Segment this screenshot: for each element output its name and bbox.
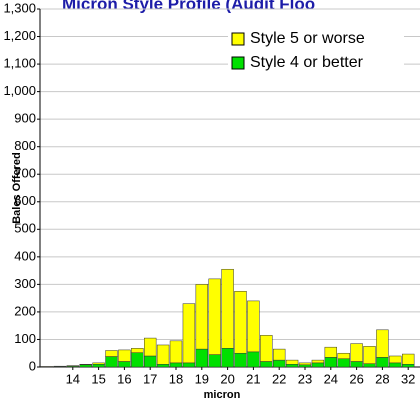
- bar-segment: [195, 284, 209, 350]
- bar-segment: [350, 361, 363, 368]
- bar-segment: [92, 362, 105, 365]
- y-tick-label: 1,200: [3, 28, 36, 43]
- bar-segment: [402, 353, 415, 365]
- bar-segment: [144, 337, 157, 357]
- x-tick-label: 21: [246, 371, 260, 386]
- bar-segment: [66, 365, 79, 367]
- x-tick-label: 14: [66, 371, 80, 386]
- bar-segment: [285, 359, 299, 365]
- legend-label: Style 4 or better: [250, 54, 364, 71]
- y-tick-label: 700: [14, 166, 36, 181]
- bar-segment: [79, 363, 92, 366]
- bar-segment: [208, 278, 221, 355]
- y-tick-label: 0: [29, 358, 36, 373]
- x-tick-label: 15: [91, 371, 105, 386]
- bar-segment: [156, 363, 170, 368]
- bar-segment: [260, 335, 273, 362]
- y-tick-label: 900: [14, 111, 36, 126]
- bar-segment: [182, 362, 196, 368]
- bar-segment: [195, 348, 209, 368]
- bar-segment: [389, 362, 402, 368]
- y-tick-label: 1,300: [3, 0, 36, 15]
- bar-segment: [260, 361, 273, 368]
- x-tick-label: 32: [401, 371, 415, 386]
- y-tick-label: 1,100: [3, 56, 36, 71]
- bar-segment: [79, 364, 92, 368]
- bar-segment: [285, 363, 299, 368]
- legend-swatch: [231, 32, 245, 46]
- chart-title: Micron Style Profile (Audit Floo: [62, 0, 315, 13]
- y-tick-label: 800: [14, 138, 36, 153]
- bar-segment: [92, 363, 105, 368]
- bar-segment: [247, 351, 260, 368]
- bar-segment: [324, 357, 338, 368]
- bar-segment: [350, 343, 363, 362]
- bar-segment: [324, 346, 338, 358]
- y-tick-label: 1,000: [3, 83, 36, 98]
- legend-label: Style 5 or worse: [250, 30, 365, 47]
- bar-segment: [105, 350, 118, 357]
- bar-segment: [234, 291, 247, 354]
- bar-segment: [337, 358, 350, 368]
- y-tick-label: 400: [14, 248, 36, 263]
- bar-segment: [131, 348, 144, 353]
- bar-segment: [247, 300, 260, 353]
- bar-segment: [169, 340, 183, 364]
- bar-segment: [273, 359, 286, 368]
- bar-segment: [182, 303, 196, 364]
- x-tick-label: 26: [349, 371, 363, 386]
- bar-segment: [169, 362, 183, 368]
- bar-segment: [311, 362, 325, 368]
- bar-segment: [311, 359, 325, 364]
- y-tick-label: 300: [14, 276, 36, 291]
- x-tick-label: 16: [117, 371, 131, 386]
- bar-segment: [389, 355, 402, 364]
- bar-segment: [105, 356, 118, 368]
- y-tick-label: 600: [14, 193, 36, 208]
- bar-segment: [208, 354, 221, 368]
- bar-segment: [298, 364, 312, 368]
- bar-segment: [131, 352, 144, 368]
- bar-segment: [156, 344, 170, 365]
- bar-segment: [298, 362, 312, 366]
- y-axis-label: Bales Offered: [11, 152, 23, 224]
- legend-box: [228, 27, 404, 75]
- x-axis-label: micron: [204, 389, 241, 401]
- bar-segment: [376, 357, 389, 368]
- bar-segment: [402, 363, 415, 368]
- x-tick-label: 20: [220, 371, 234, 386]
- bar-segment: [118, 361, 131, 368]
- y-tick-label: 200: [14, 303, 36, 318]
- x-tick-label: 19: [195, 371, 209, 386]
- x-tick-label: 24: [324, 371, 338, 386]
- bar-segment: [234, 352, 247, 368]
- bar-segment: [144, 355, 157, 368]
- bar-segment: [337, 352, 350, 359]
- bar-segment: [376, 329, 389, 358]
- x-tick-label: 18: [169, 371, 183, 386]
- bar-segment: [273, 348, 286, 361]
- y-tick-label: 100: [14, 331, 36, 346]
- x-tick-label: 28: [375, 371, 389, 386]
- y-tick-label: 500: [14, 221, 36, 236]
- legend-swatch: [231, 56, 245, 70]
- x-tick-label: 23: [298, 371, 312, 386]
- bar-segment: [363, 346, 376, 364]
- bar-segment: [221, 348, 234, 368]
- bar-segment: [118, 349, 131, 362]
- x-tick-label: 22: [272, 371, 286, 386]
- bar-segment: [221, 268, 234, 349]
- x-tick-label: 17: [143, 371, 157, 386]
- bar-segment: [363, 363, 376, 368]
